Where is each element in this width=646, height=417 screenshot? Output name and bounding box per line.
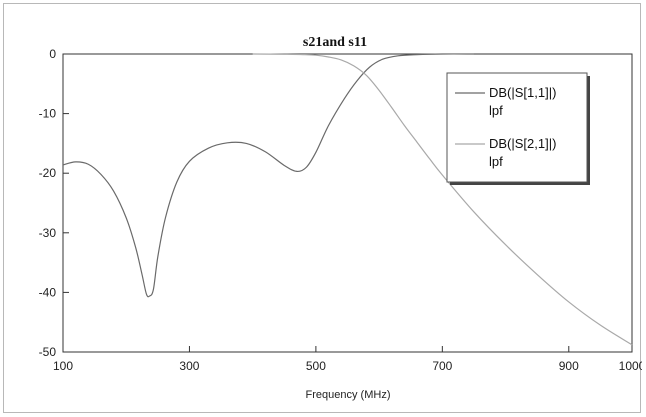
legend-entry-sublabel: lpf bbox=[489, 154, 503, 169]
x-tick-label: 300 bbox=[179, 359, 199, 373]
y-tick-label: -50 bbox=[39, 345, 57, 359]
plot-area bbox=[62, 53, 633, 353]
y-tick-label: -10 bbox=[39, 107, 57, 121]
x-tick-label: 900 bbox=[559, 359, 579, 373]
legend-entry-label: DB(|S[1,1]|) bbox=[489, 85, 556, 100]
y-tick-label: -20 bbox=[39, 166, 57, 180]
legend-entry-sublabel: lpf bbox=[489, 103, 503, 118]
y-tick-label: -30 bbox=[39, 226, 57, 240]
series-line-s11 bbox=[62, 53, 474, 298]
x-axis-title: Frequency (MHz) bbox=[306, 389, 391, 401]
x-tick-label: 100 bbox=[53, 359, 73, 373]
y-tick-label: 0 bbox=[49, 47, 56, 61]
x-tick-label: 700 bbox=[432, 359, 452, 373]
chart-title: s21and s11 bbox=[303, 35, 367, 50]
legend-box bbox=[446, 72, 588, 183]
series-line-s21 bbox=[252, 53, 633, 346]
series-lines bbox=[62, 53, 633, 346]
y-tick-label: -40 bbox=[39, 285, 57, 299]
x-tick-label: 500 bbox=[306, 359, 326, 373]
legend-entry-label: DB(|S[2,1]|) bbox=[489, 136, 556, 151]
legend: DB(|S[1,1]|) lpf DB(|S[2,1]|) lpf bbox=[446, 72, 590, 185]
